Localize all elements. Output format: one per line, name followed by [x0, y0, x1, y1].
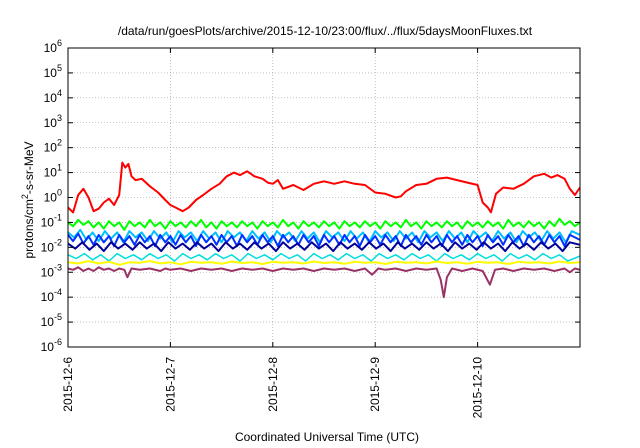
y-axis-label-sup: 2	[20, 194, 30, 199]
y-tick-label: 10-4	[41, 287, 62, 304]
series-line-8	[67, 266, 581, 299]
grid-lines	[68, 48, 580, 347]
y-tick-label: 101	[44, 163, 62, 180]
x-tick-label: 2015-12-7	[163, 357, 177, 412]
series-line-6	[67, 252, 581, 262]
series-line-1	[67, 161, 581, 214]
series-line-7	[67, 260, 581, 266]
y-tick-label: 10-5	[41, 312, 62, 329]
y-tick-label: 105	[44, 63, 62, 80]
y-tick-label: 104	[44, 88, 62, 105]
series-line-5	[67, 241, 581, 253]
y-tick-label: 102	[44, 138, 62, 155]
chart-title: /data/run/goesPlots/archive/2015-12-10/2…	[118, 24, 533, 38]
y-tick-label: 10-1	[41, 212, 62, 229]
series-line-4	[67, 232, 581, 248]
y-tick-label: 106	[44, 38, 62, 55]
tick-marks	[67, 47, 580, 348]
x-tick-label: 2015-12-6	[61, 357, 75, 412]
x-tick-label: 2015-12-9	[368, 357, 382, 412]
x-tick-label: 2015-12-10	[471, 357, 485, 419]
y-axis-label: protons/cm2-s-sr-MeV	[20, 141, 36, 258]
series-line-2	[67, 217, 581, 231]
x-tick-label: 2015-12-8	[266, 357, 280, 412]
y-tick-label: 10-6	[41, 337, 62, 354]
y-tick-label: 103	[44, 113, 62, 130]
y-tick-label: 10-2	[41, 237, 62, 254]
y-tick-labels: 10-6 10-5 10-4 10-3 10-2 10-1 100 101 102 103 104 1…	[41, 38, 62, 354]
x-axis-label: Coordinated Universal Time (UTC)	[235, 430, 419, 444]
y-tick-label: 10-3	[41, 262, 62, 279]
y-tick-label: 100	[44, 188, 62, 205]
y-axis-label-suffix: -s-sr-MeV	[22, 141, 36, 194]
y-axis-label-prefix: protons/cm	[22, 199, 36, 258]
series-layer	[67, 161, 581, 299]
x-tick-labels: 2015-12-6 2015-12-7 2015-12-8 2015-12-9 2015…	[61, 357, 485, 419]
